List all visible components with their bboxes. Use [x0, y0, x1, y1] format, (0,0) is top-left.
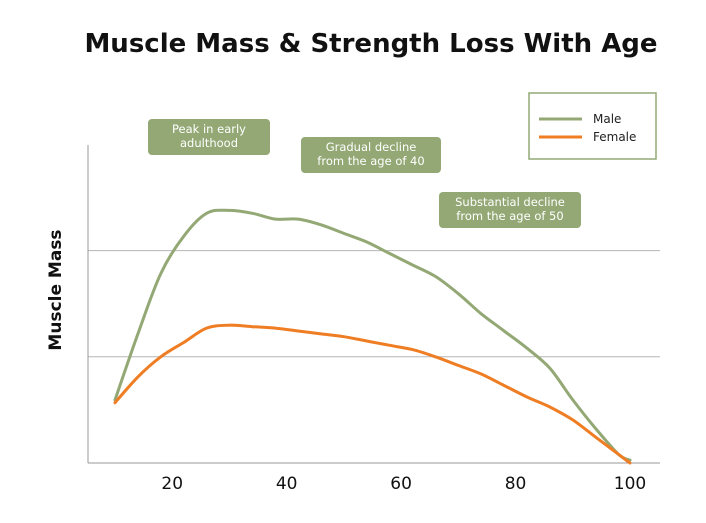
legend-box [528, 92, 657, 160]
annotation-text: adulthood [180, 136, 238, 150]
annotation-text: Substantial decline [455, 195, 565, 209]
x-tick-label: 100 [614, 474, 646, 494]
annotation-text: Gradual decline [326, 140, 417, 154]
chart-title: Muscle Mass & Strength Loss With Age [84, 29, 657, 59]
legend-label-male: Male [593, 112, 621, 126]
y-axis-label: Muscle Mass [46, 229, 66, 350]
annotation-text: from the age of 40 [317, 154, 424, 168]
x-tick-label: 60 [390, 474, 412, 494]
x-tick-label: 80 [505, 474, 527, 494]
x-tick-labels: 20 40 60 80 100 [161, 474, 646, 494]
legend: Male Female [528, 92, 657, 160]
gridlines [88, 250, 660, 358]
annotation-box [301, 137, 441, 173]
series-line-male [113, 208, 632, 462]
annotation-box [148, 119, 270, 155]
legend-label-female: Female [593, 130, 636, 144]
x-tick-label: 20 [161, 474, 183, 494]
series-line-female [113, 323, 632, 465]
series-lines [113, 208, 632, 465]
annotation-text: from the age of 50 [456, 209, 563, 223]
x-tick-label: 40 [276, 474, 298, 494]
annotation-text: Peak in early [172, 122, 246, 136]
annotation-box [439, 192, 581, 228]
